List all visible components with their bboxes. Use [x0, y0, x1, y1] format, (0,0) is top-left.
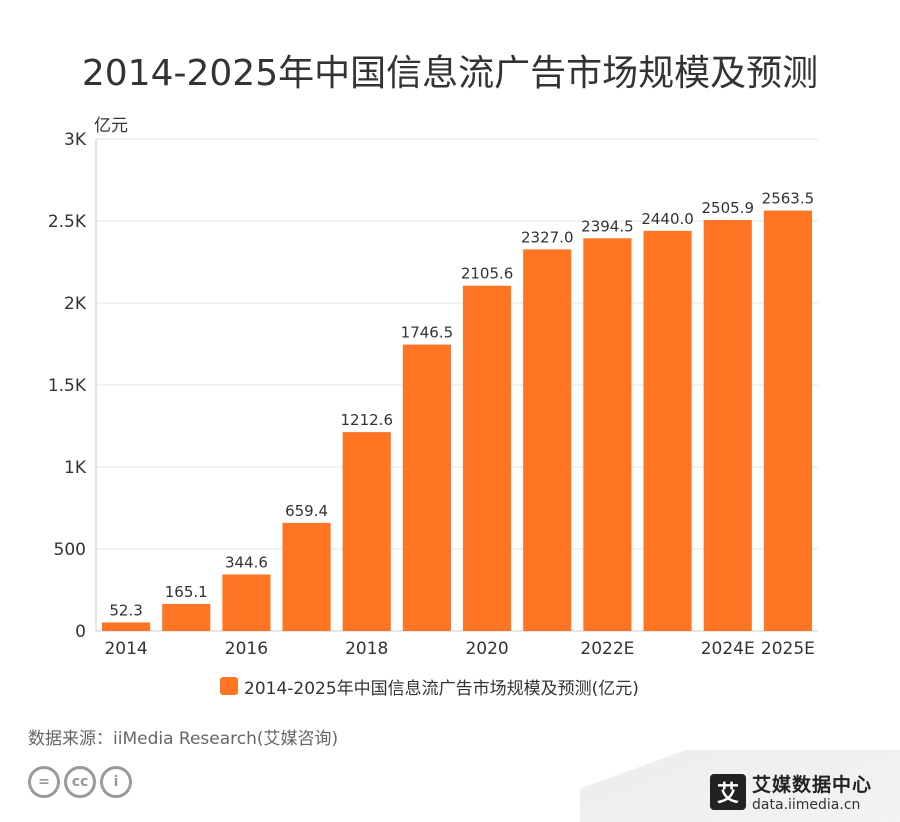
y-tick-label: 3K	[64, 130, 87, 150]
bars	[102, 210, 812, 631]
bar	[523, 249, 572, 631]
attribution-icon: i	[100, 766, 132, 798]
y-tick-label: 1.5K	[48, 376, 87, 396]
brand: 艾 艾媒数据中心 data.iimedia.cn	[710, 770, 872, 813]
x-tick-label: 2024E	[701, 639, 755, 659]
legend-label: 2014-2025年中国信息流广告市场规模及预测(亿元)	[244, 678, 639, 699]
x-tick-label: 2020	[465, 639, 508, 659]
y-tick-label: 0	[75, 622, 86, 642]
data-label: 2563.5	[762, 190, 815, 208]
equals-icon: =	[28, 766, 60, 798]
data-label: 2440.0	[641, 210, 694, 228]
y-tick-label: 1K	[64, 458, 87, 478]
data-label: 344.6	[225, 553, 268, 571]
brand-logo: 艾	[710, 773, 746, 810]
grid-lines	[96, 138, 818, 550]
chart-title: 2014-2025年中国信息流广告市场规模及预测	[81, 53, 819, 94]
bar	[643, 230, 692, 631]
source-note: 数据来源：iiMedia Research(艾媒咨询)	[28, 729, 339, 749]
data-labels: 52.3 165.1 344.6 659.4 1212.6 1746.5 2105.6 232…	[109, 190, 814, 620]
bar	[282, 522, 331, 631]
x-tick-label: 2016	[225, 639, 268, 659]
bar	[463, 285, 512, 631]
bar	[162, 603, 211, 631]
data-label: 2327.0	[521, 228, 574, 246]
bar	[222, 574, 271, 631]
bar	[342, 432, 391, 631]
data-label: 52.3	[109, 601, 142, 619]
y-tick-label: 500	[54, 540, 86, 560]
axes: 0 500 1K 1.5K 2K 2.5K 3K 2014 2016 2018 2020 2022E 2…	[48, 130, 818, 659]
y-tick-label: 2.5K	[48, 212, 87, 232]
brand-name: 艾媒数据中心	[752, 774, 873, 796]
cc-icon: cc	[64, 766, 96, 798]
y-tick-label: 2K	[64, 294, 87, 314]
legend: 2014-2025年中国信息流广告市场规模及预测(亿元)	[220, 674, 639, 699]
legend-swatch	[220, 677, 238, 695]
bar	[402, 344, 451, 631]
data-label: 1212.6	[341, 411, 394, 429]
x-tick-label: 2025E	[761, 639, 815, 659]
data-label: 165.1	[165, 583, 208, 601]
brand-url: data.iimedia.cn	[752, 797, 861, 813]
license-icons: = cc i	[28, 766, 132, 798]
bar	[583, 238, 632, 631]
x-tick-label: 2018	[345, 639, 388, 659]
y-axis-unit-label: 亿元	[94, 116, 128, 136]
bar	[763, 210, 812, 631]
data-label: 2394.5	[581, 217, 634, 235]
data-label: 2505.9	[702, 199, 755, 217]
data-label: 1746.5	[401, 324, 454, 342]
bar	[102, 622, 151, 631]
data-label: 659.4	[285, 502, 328, 520]
x-tick-label: 2022E	[580, 639, 634, 659]
x-tick-label: 2014	[104, 639, 147, 659]
data-label: 2105.6	[461, 265, 514, 283]
bar	[703, 220, 752, 631]
